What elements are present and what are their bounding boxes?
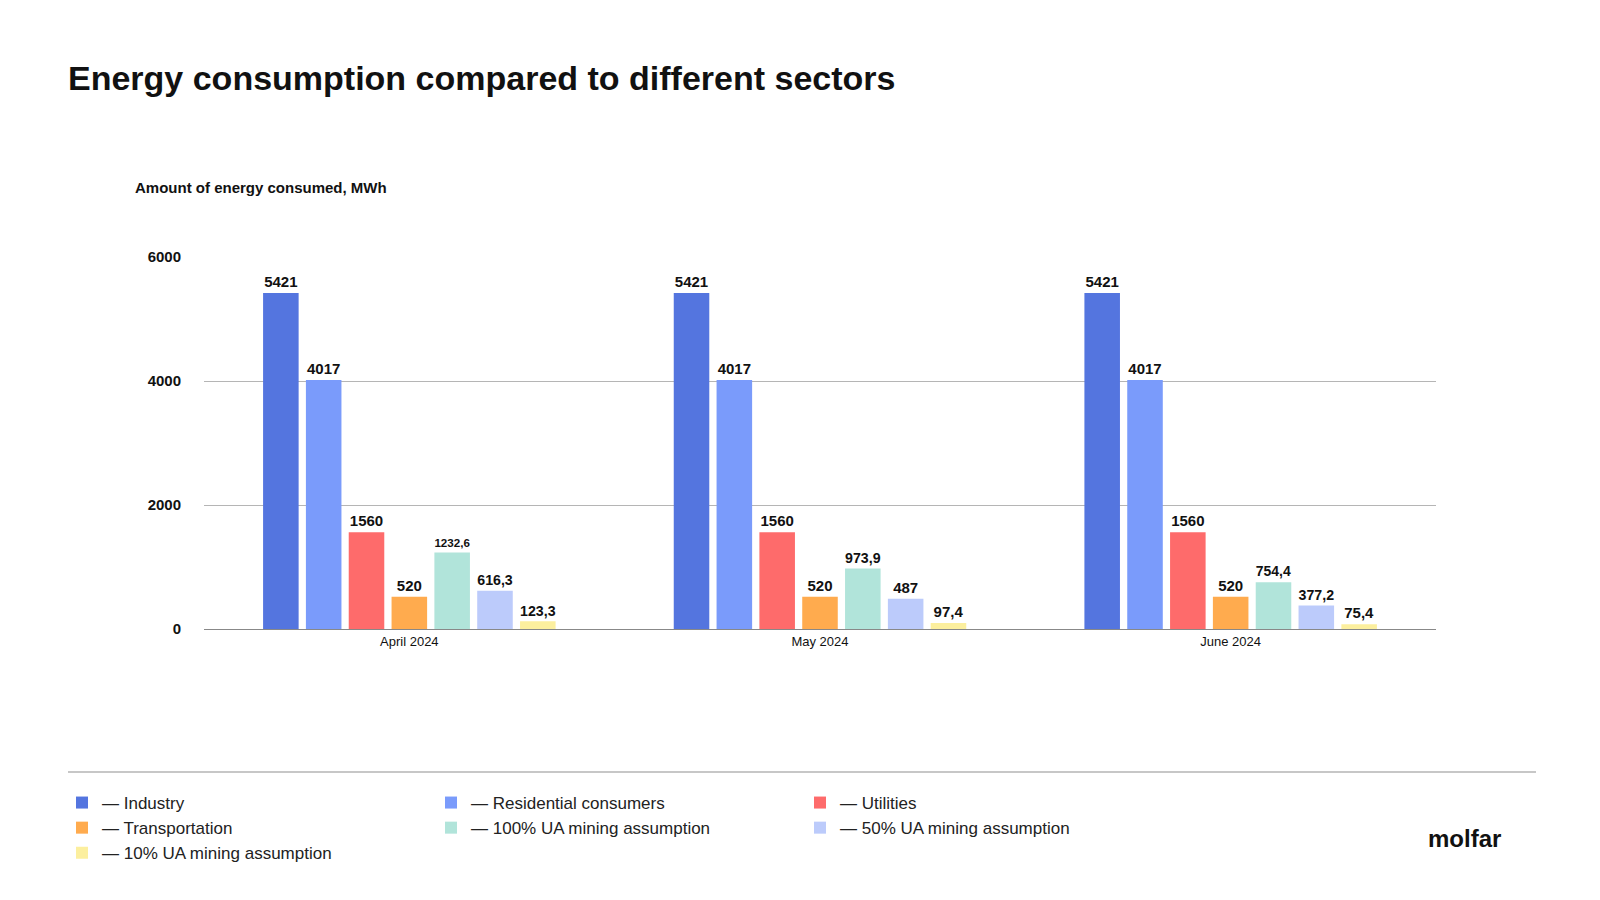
svg-text:— Utilities: — Utilities — [840, 794, 917, 813]
svg-text:— 50% UA mining assumption: — 50% UA mining assumption — [840, 819, 1070, 838]
svg-text:April 2024: April 2024 — [380, 634, 439, 649]
svg-text:4000: 4000 — [148, 372, 181, 389]
svg-text:520: 520 — [1218, 577, 1243, 594]
svg-text:5421: 5421 — [675, 273, 708, 290]
svg-text:5421: 5421 — [1085, 273, 1118, 290]
svg-text:4017: 4017 — [1128, 360, 1161, 377]
svg-text:June 2024: June 2024 — [1200, 634, 1261, 649]
svg-text:— Transportation: — Transportation — [102, 819, 232, 838]
svg-text:973,9: 973,9 — [845, 550, 881, 566]
svg-text:377,2: 377,2 — [1299, 587, 1335, 603]
svg-text:1560: 1560 — [1171, 512, 1204, 529]
svg-text:2000: 2000 — [148, 496, 181, 513]
svg-text:520: 520 — [397, 577, 422, 594]
svg-text:1560: 1560 — [760, 512, 793, 529]
svg-text:molfar: molfar — [1428, 825, 1501, 852]
svg-text:Amount of energy consumed, MWh: Amount of energy consumed, MWh — [135, 179, 387, 196]
svg-text:0: 0 — [173, 620, 181, 637]
svg-text:75,4: 75,4 — [1344, 604, 1374, 621]
svg-text:1560: 1560 — [350, 512, 383, 529]
svg-text:Energy consumption compared to: Energy consumption compared to different… — [68, 59, 895, 97]
svg-text:487: 487 — [893, 579, 918, 596]
svg-text:— 100% UA mining assumption: — 100% UA mining assumption — [471, 819, 710, 838]
svg-text:— 10% UA mining assumption: — 10% UA mining assumption — [102, 844, 332, 863]
svg-text:4017: 4017 — [307, 360, 340, 377]
svg-text:97,4: 97,4 — [934, 603, 964, 620]
svg-text:520: 520 — [807, 577, 832, 594]
svg-text:— Residential consumers: — Residential consumers — [471, 794, 665, 813]
svg-text:616,3: 616,3 — [477, 572, 513, 588]
svg-text:754,4: 754,4 — [1256, 563, 1291, 579]
svg-text:May 2024: May 2024 — [791, 634, 848, 649]
svg-text:— Industry: — Industry — [102, 794, 185, 813]
svg-text:5421: 5421 — [264, 273, 297, 290]
svg-text:1232,6: 1232,6 — [434, 536, 470, 549]
svg-text:123,3: 123,3 — [520, 603, 556, 619]
svg-text:4017: 4017 — [718, 360, 751, 377]
svg-text:6000: 6000 — [148, 248, 181, 265]
